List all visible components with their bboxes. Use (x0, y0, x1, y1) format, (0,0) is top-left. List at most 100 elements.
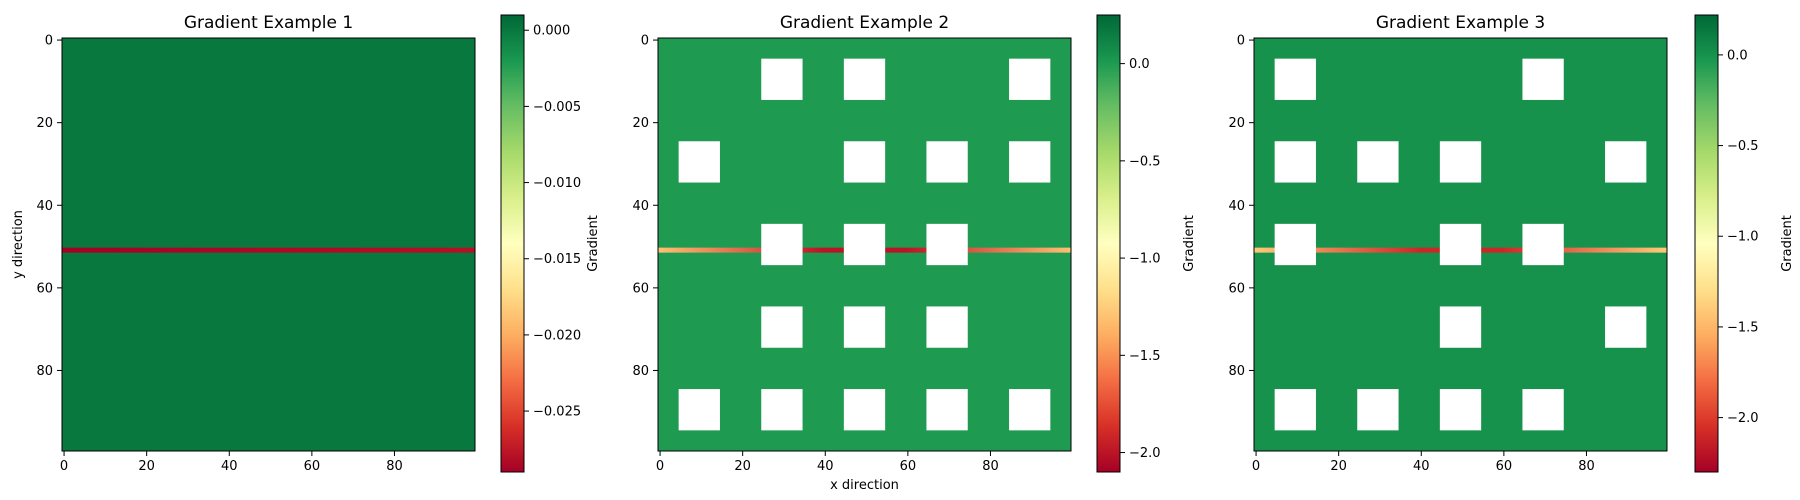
y-tick-label: 20 (632, 116, 649, 131)
blocked-cell (761, 389, 803, 431)
heatmap-area (62, 38, 475, 451)
panel-1: Gradient Example 1 0 20 40 60 80 0 20 40 60 80 y… (11, 13, 601, 474)
colorbar-tick-label: −0.015 (533, 252, 581, 267)
y-tick-label: 60 (632, 281, 649, 296)
blocked-cell (678, 389, 720, 431)
blocked-cell (843, 306, 886, 348)
colorbar-tick-label: −0.5 (1129, 154, 1161, 169)
blocked-cell (1439, 223, 1482, 266)
x-tick-label: 80 (386, 459, 403, 474)
blocked-cell (926, 389, 968, 431)
colorbar: 0.0 −0.5 −1.0 −1.5 −2.0 (1096, 14, 1161, 473)
x-tick-label: 40 (221, 459, 238, 474)
y-tick-label: 0 (1237, 34, 1245, 49)
y-axis-label: y direction (11, 210, 26, 279)
panel-2: Gradient Example 2 0 20 40 60 80 0 20 40 60 80 x… (632, 13, 1197, 493)
blocked-cell (1357, 141, 1399, 183)
x-tick-label: 80 (982, 459, 999, 474)
y-tick-label: 80 (632, 364, 649, 379)
y-tick-label: 0 (45, 34, 53, 49)
y-axis: 0 20 40 60 80 (632, 34, 658, 379)
blocked-cell (1009, 389, 1051, 431)
blocked-cell (1274, 223, 1316, 266)
blocked-cell (1522, 389, 1564, 431)
y-axis: 0 20 40 60 80 (36, 34, 62, 379)
y-tick-label: 0 (641, 34, 649, 49)
y-tick-label: 60 (36, 281, 53, 296)
heatmap-background (62, 38, 475, 451)
plot-frame (657, 37, 1072, 452)
blocked-cell (1439, 306, 1482, 348)
heatmap-area (1254, 38, 1667, 451)
x-tick-label: 60 (900, 459, 917, 474)
y-tick-label: 60 (1228, 281, 1245, 296)
colorbar-label: Gradient (1182, 215, 1197, 272)
y-tick-label: 40 (36, 199, 53, 214)
x-tick-label: 20 (734, 459, 751, 474)
blocked-cell (1522, 223, 1564, 266)
colorbar-tick-label: −0.010 (533, 176, 581, 191)
x-axis-label: x direction (830, 478, 899, 493)
blocked-cell (761, 58, 803, 100)
blocked-cell (1605, 141, 1647, 183)
x-tick-label: 80 (1578, 459, 1595, 474)
y-tick-label: 20 (1228, 116, 1245, 131)
blocked-cell (843, 389, 886, 431)
colorbar-tick-label: −1.0 (1727, 230, 1759, 245)
panel-title: Gradient Example 2 (780, 13, 949, 33)
x-tick-label: 60 (1496, 459, 1513, 474)
blocked-cell (926, 141, 968, 183)
blocked-cell (1009, 141, 1051, 183)
x-tick-label: 0 (1252, 459, 1260, 474)
colorbar-tick-label: −0.005 (533, 100, 581, 115)
plot-frame (61, 37, 476, 452)
x-tick-label: 20 (1330, 459, 1347, 474)
blocked-cell (926, 223, 968, 266)
blocked-cell (843, 58, 886, 100)
x-axis: 0 20 40 60 80 (656, 451, 999, 474)
colorbar-label: Gradient (586, 215, 601, 272)
blocked-cell (678, 141, 720, 183)
heatmap-area (658, 38, 1071, 451)
colorbar-tick-label: −2.0 (1129, 446, 1161, 461)
y-tick-label: 40 (632, 199, 649, 214)
colorbar-gradient (1096, 14, 1121, 473)
colorbar-tick-label: −1.5 (1129, 349, 1161, 364)
x-tick-label: 0 (656, 459, 664, 474)
colorbar: 0.0 −0.5 −1.0 −1.5 −2.0 (1694, 14, 1759, 473)
blocked-cell (1274, 58, 1316, 100)
blocked-cell (1274, 389, 1316, 431)
colorbar-gradient (1694, 14, 1719, 473)
colorbar-tick-label: −1.5 (1727, 320, 1759, 335)
blocked-cell (843, 223, 886, 266)
blocked-cell (843, 141, 886, 183)
x-axis: 0 20 40 60 80 (1252, 451, 1595, 474)
x-tick-label: 0 (60, 459, 68, 474)
colorbar-tick-label: 0.0 (1727, 48, 1748, 63)
colorbar-label: Gradient (1780, 215, 1795, 272)
y-tick-label: 20 (36, 116, 53, 131)
blocked-cell (761, 306, 803, 348)
blocked-cell (1357, 389, 1399, 431)
x-tick-label: 40 (817, 459, 834, 474)
colorbar-tick-label: −1.0 (1129, 252, 1161, 267)
blocked-cell (1274, 141, 1316, 183)
y-tick-label: 40 (1228, 199, 1245, 214)
colorbar-tick-label: −2.0 (1727, 411, 1759, 426)
blocked-cell (1009, 58, 1051, 100)
plot-frame (1253, 37, 1668, 452)
blocked-cell (761, 223, 803, 266)
blocked-cell (1522, 58, 1564, 100)
colorbar-tick-label: 0.0 (1129, 57, 1150, 72)
colorbar-tick-label: −0.025 (533, 405, 581, 420)
x-tick-label: 20 (138, 459, 155, 474)
y-axis: 0 20 40 60 80 (1228, 34, 1254, 379)
colorbar-tick-label: 0.000 (533, 24, 570, 39)
colorbar-tick-label: −0.020 (533, 328, 581, 343)
panel-title: Gradient Example 1 (184, 13, 353, 33)
blocked-cell (926, 306, 968, 348)
blocked-cell (1439, 141, 1482, 183)
x-tick-label: 40 (1413, 459, 1430, 474)
panel-title: Gradient Example 3 (1376, 13, 1545, 33)
